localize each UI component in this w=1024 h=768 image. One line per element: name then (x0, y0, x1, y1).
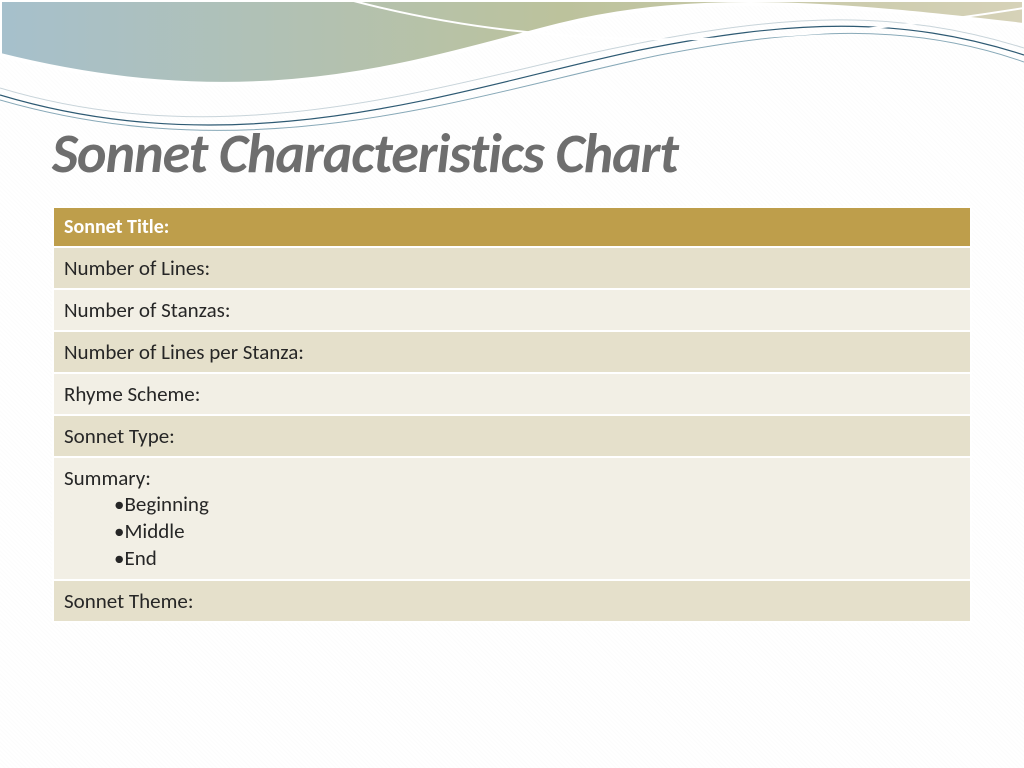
bullet-icon: • (114, 518, 124, 544)
bullet-icon: • (114, 491, 124, 517)
summary-subitem-label: End (124, 545, 156, 571)
table-row: Rhyme Scheme: (53, 373, 971, 415)
table-cell: Summary:•Beginning•Middle•End (53, 457, 971, 580)
summary-subitem: •End (114, 545, 960, 572)
summary-subitem-label: Middle (124, 518, 184, 544)
table-cell: Number of Stanzas: (53, 289, 971, 331)
table-cell: Sonnet Title: (53, 207, 971, 247)
row-label: Number of Lines: (64, 255, 210, 281)
table-row: Sonnet Title: (53, 207, 971, 247)
table-row: Number of Lines: (53, 247, 971, 289)
row-label: Rhyme Scheme: (64, 381, 200, 407)
row-label: Number of Stanzas: (64, 297, 231, 323)
table-cell: Number of Lines: (53, 247, 971, 289)
row-label: Summary: (64, 465, 151, 491)
summary-subitem-label: Beginning (124, 491, 208, 517)
table-row: Number of Lines per Stanza: (53, 331, 971, 373)
row-label: Sonnet Type: (64, 423, 175, 449)
summary-subitems: •Beginning•Middle•End (64, 491, 960, 572)
bullet-icon: • (114, 545, 124, 571)
table-row: Sonnet Type: (53, 415, 971, 457)
summary-subitem: •Middle (114, 518, 960, 545)
row-label: Number of Lines per Stanza: (64, 339, 304, 365)
summary-subitem: •Beginning (114, 491, 960, 518)
row-label: Sonnet Title: (64, 215, 169, 239)
row-label: Sonnet Theme: (64, 588, 193, 614)
table-cell: Sonnet Theme: (53, 580, 971, 622)
table-row: Summary:•Beginning•Middle•End (53, 457, 971, 580)
characteristics-table: Sonnet Title: Number of Lines: Number of S… (52, 206, 972, 623)
page-title: Sonnet Characteristics Chart (52, 120, 972, 188)
slide-content: Sonnet Characteristics Chart Sonnet Titl… (52, 120, 972, 623)
table-cell: Sonnet Type: (53, 415, 971, 457)
table-row: Number of Stanzas: (53, 289, 971, 331)
table-cell: Rhyme Scheme: (53, 373, 971, 415)
table-row: Sonnet Theme: (53, 580, 971, 622)
table-cell: Number of Lines per Stanza: (53, 331, 971, 373)
